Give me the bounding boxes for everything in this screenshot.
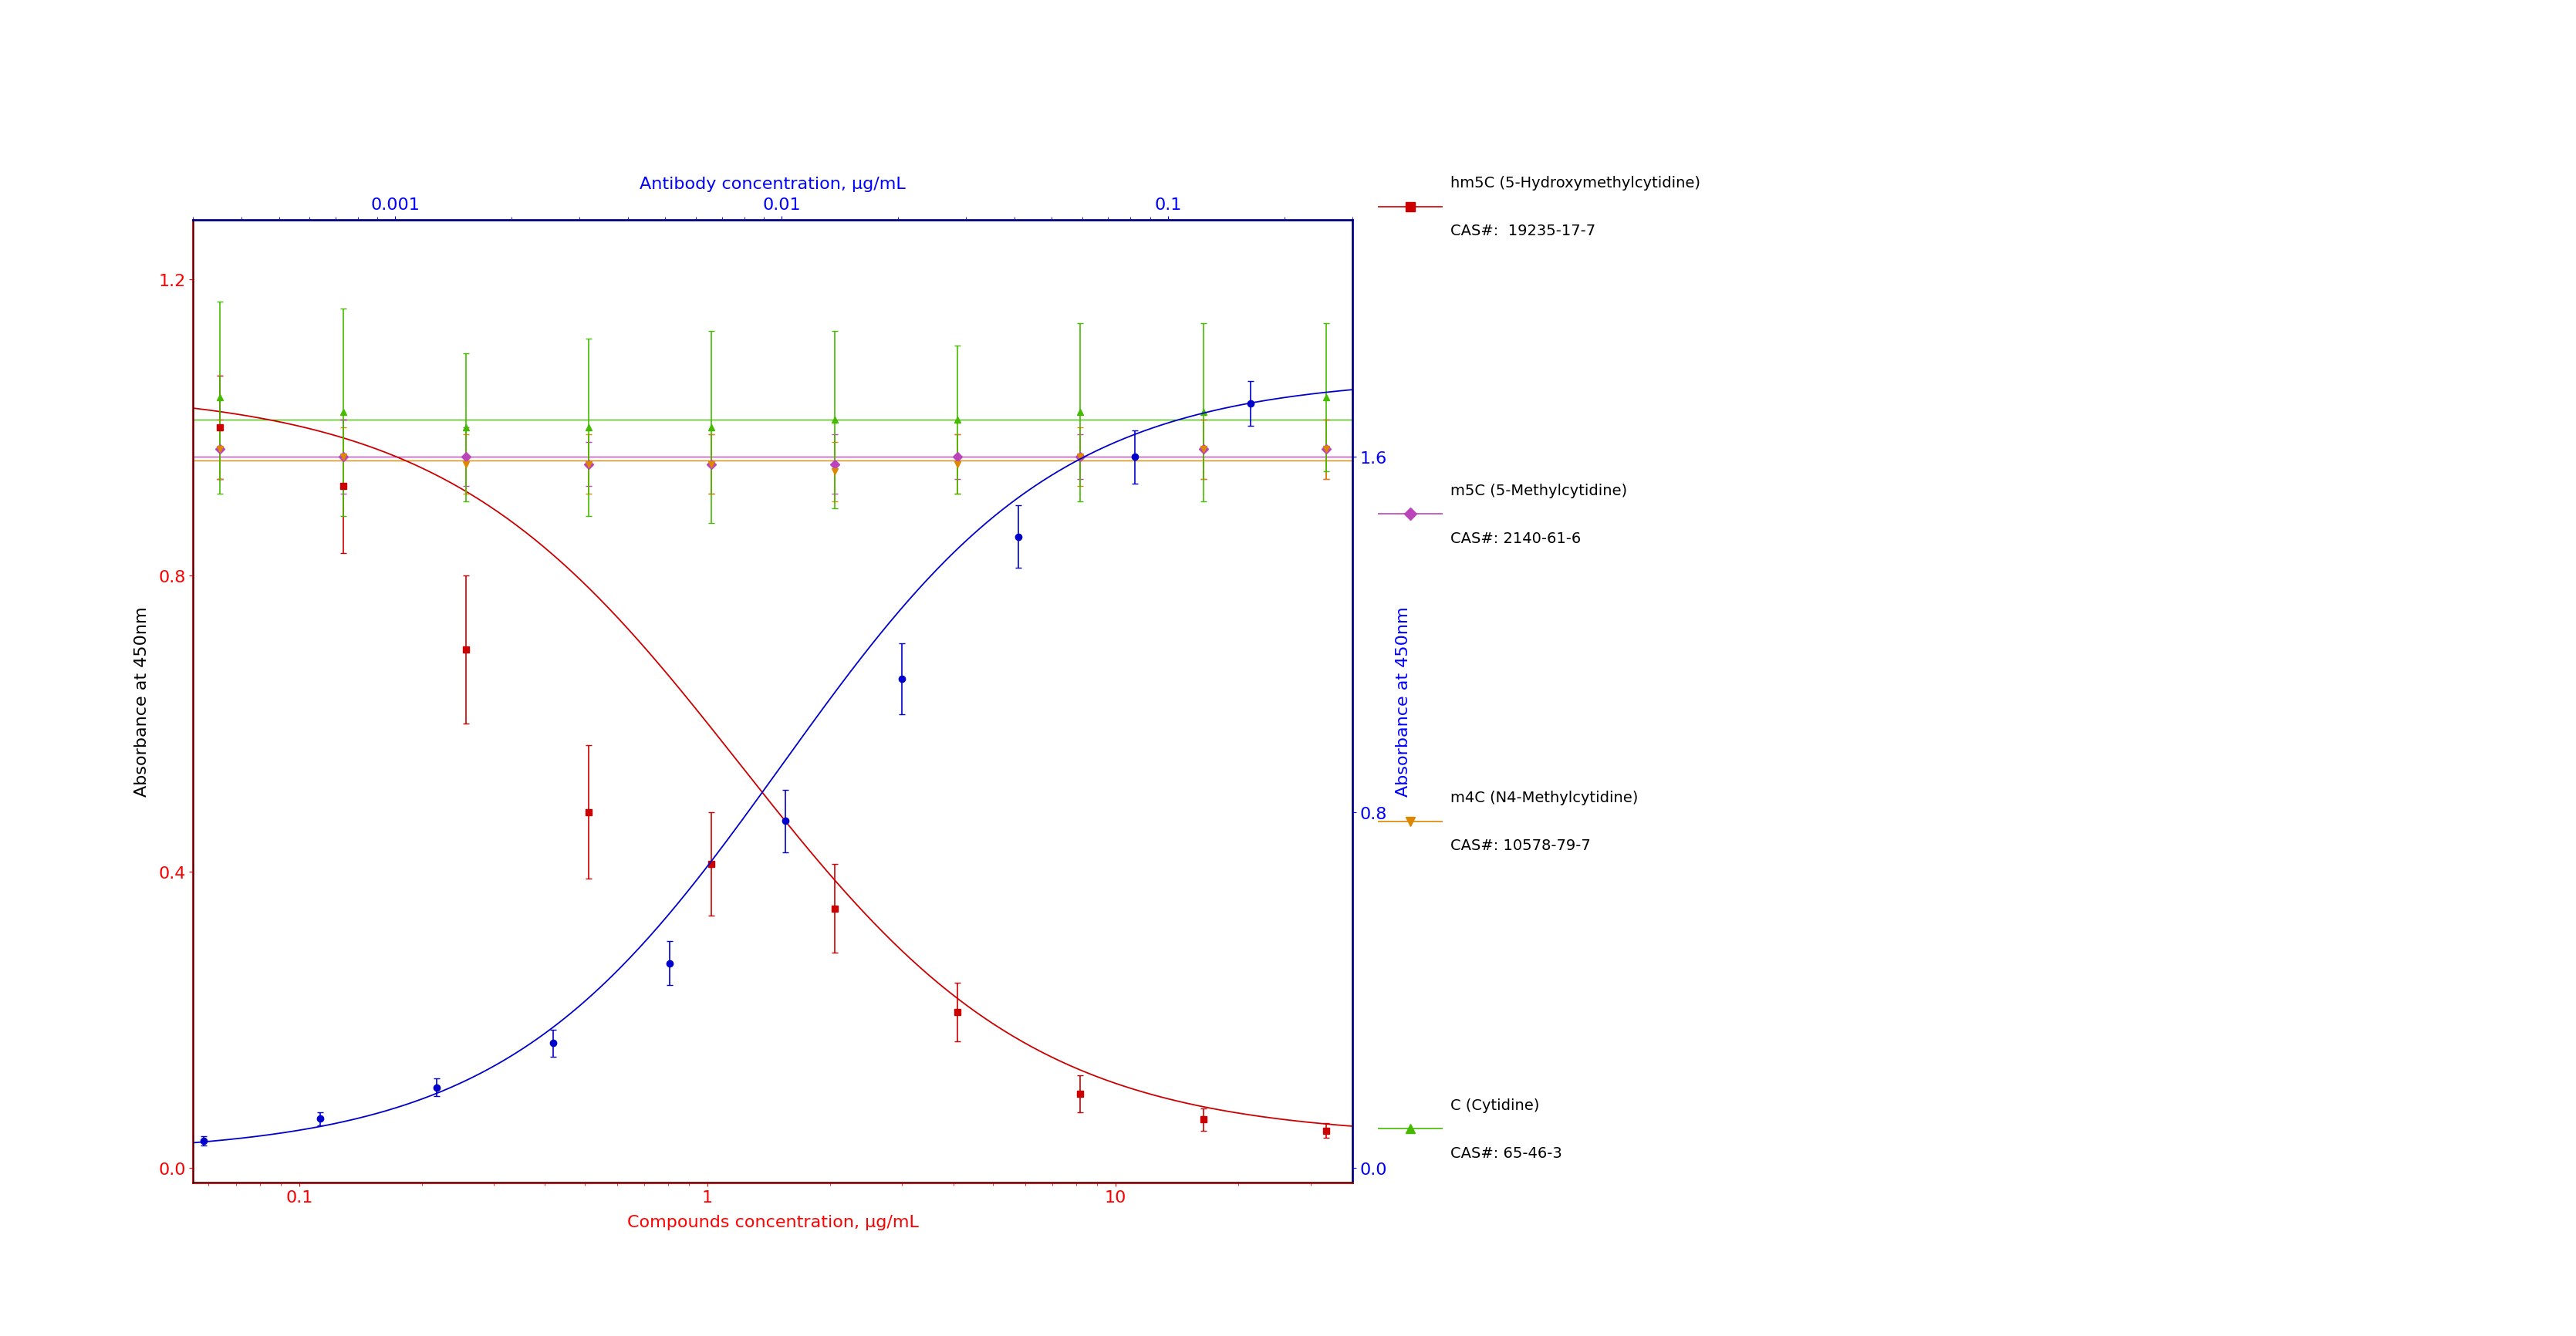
Y-axis label: Absorbance at 450nm: Absorbance at 450nm [1396, 607, 1412, 796]
X-axis label: Compounds concentration, μg/mL: Compounds concentration, μg/mL [626, 1214, 920, 1229]
X-axis label: Antibody concentration, μg/mL: Antibody concentration, μg/mL [639, 176, 907, 192]
Text: CAS#:  19235-17-7: CAS#: 19235-17-7 [1450, 224, 1595, 238]
Text: CAS#: 10578-79-7: CAS#: 10578-79-7 [1450, 839, 1589, 852]
Text: m4C (N4-Methylcytidine): m4C (N4-Methylcytidine) [1450, 791, 1638, 804]
Text: hm5C (5-Hydroxymethylcytidine): hm5C (5-Hydroxymethylcytidine) [1450, 176, 1700, 190]
Text: CAS#: 65-46-3: CAS#: 65-46-3 [1450, 1146, 1561, 1160]
Text: C (Cytidine): C (Cytidine) [1450, 1098, 1540, 1112]
Y-axis label: Absorbance at 450nm: Absorbance at 450nm [134, 607, 149, 796]
Text: m5C (5-Methylcytidine): m5C (5-Methylcytidine) [1450, 484, 1628, 497]
Text: CAS#: 2140-61-6: CAS#: 2140-61-6 [1450, 532, 1582, 545]
